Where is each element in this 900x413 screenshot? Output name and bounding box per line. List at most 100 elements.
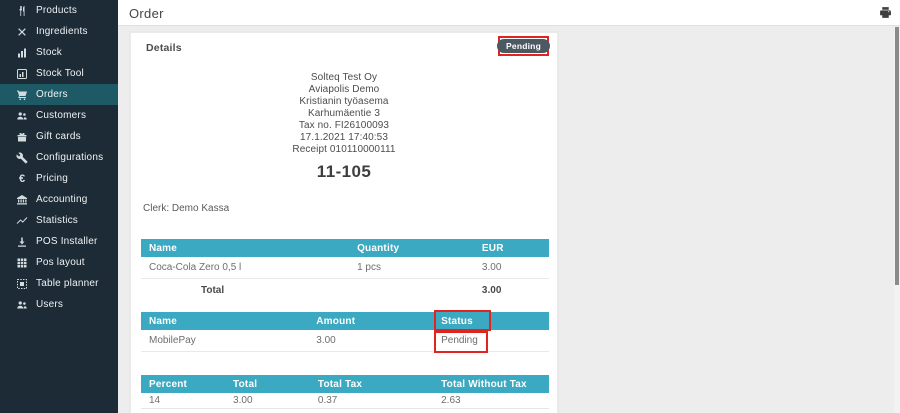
payment-status: Pending	[441, 335, 478, 346]
item-price: 3.00	[481, 262, 502, 273]
sidebar-item-pos-layout[interactable]: Pos layout	[0, 252, 118, 273]
store-name: Aviapolis Demo	[308, 84, 380, 95]
orders-cart-icon	[16, 89, 28, 101]
item-name: Coca-Cola Zero 0,5 l	[149, 262, 242, 273]
receipt-header: Solteq Test Oy Aviapolis Demo Kristianin…	[131, 72, 557, 156]
top-bar: Order	[118, 0, 900, 26]
sidebar-item-statistics[interactable]: Statistics	[0, 210, 118, 231]
column-header-total-tax: Total Tax	[317, 378, 363, 390]
items-total-row: Total 3.00	[141, 279, 549, 301]
print-button[interactable]	[877, 4, 893, 20]
sidebar-item-label: Accounting	[36, 194, 88, 205]
sidebar-item-configurations[interactable]: Configurations	[0, 147, 118, 168]
total-value: 3.00	[481, 284, 502, 296]
column-header-name: Name	[149, 242, 178, 254]
sidebar-item-pricing[interactable]: € Pricing	[0, 168, 118, 189]
sidebar-item-label: Ingredients	[36, 26, 88, 37]
sidebar-item-label: POS Installer	[36, 236, 98, 247]
download-icon	[16, 236, 28, 248]
line-chart-icon	[16, 215, 28, 227]
sidebar-item-label: Configurations	[36, 152, 104, 163]
grid-icon	[16, 257, 28, 269]
items-table: Name Quantity EUR Coca-Cola Zero 0,5 l 1…	[141, 239, 549, 301]
column-header-eur: EUR	[481, 242, 504, 254]
table-row: 14 3.00 0.37 2.63	[141, 393, 549, 409]
table-row: MobilePay 3.00 Pending	[141, 330, 549, 352]
sidebar-item-label: Statistics	[36, 215, 79, 226]
stock-tool-icon	[16, 68, 28, 80]
page-title: Order	[129, 6, 164, 21]
gift-card-icon	[16, 131, 28, 143]
sidebar-item-label: Pos layout	[36, 257, 85, 268]
tax-percent: 14	[149, 395, 161, 406]
column-header-total-without-tax: Total Without Tax	[441, 378, 527, 390]
wrench-icon	[16, 152, 28, 164]
sidebar-item-table-planner[interactable]: Table planner	[0, 273, 118, 294]
sidebar-item-label: Products	[36, 5, 78, 16]
sidebar-item-users[interactable]: Users	[0, 294, 118, 315]
scrollbar-thumb[interactable]	[895, 27, 899, 285]
merchant-name: Solteq Test Oy	[310, 72, 378, 83]
tax-total-without-tax: 2.63	[441, 395, 461, 406]
sidebar-item-label: Pricing	[36, 173, 68, 184]
euro-icon: €	[18, 172, 26, 185]
printer-icon	[879, 6, 891, 18]
bank-icon	[16, 194, 28, 206]
order-number: 11-105	[316, 162, 372, 181]
table-planner-icon	[16, 278, 28, 290]
products-icon	[16, 5, 28, 17]
vertical-scrollbar[interactable]	[894, 27, 900, 413]
column-header-status: Status	[441, 315, 473, 327]
ingredients-icon	[16, 26, 28, 38]
total-label: Total	[201, 284, 225, 296]
tax-table-header: Percent Total Total Tax Total Without Ta…	[141, 375, 549, 393]
sidebar-item-label: Customers	[36, 110, 87, 121]
sidebar: Products Ingredients Stock Stock Tool Or…	[0, 0, 118, 413]
sidebar-item-products[interactable]: Products	[0, 0, 118, 21]
sidebar-item-label: Stock Tool	[36, 68, 84, 79]
status-header-highlight-box	[434, 310, 491, 331]
sidebar-item-pos-installer[interactable]: POS Installer	[0, 231, 118, 252]
payment-method: MobilePay	[149, 335, 196, 346]
items-table-header: Name Quantity EUR	[141, 239, 549, 257]
workstation: Kristianin työasema	[299, 96, 389, 107]
order-tables: Name Quantity EUR Coca-Cola Zero 0,5 l 1…	[141, 239, 549, 409]
sidebar-item-gift-cards[interactable]: Gift cards	[0, 126, 118, 147]
tax-total: 3.00	[233, 395, 253, 406]
clerk-label: Clerk: Demo Kassa	[143, 203, 230, 214]
sidebar-item-customers[interactable]: Customers	[0, 105, 118, 126]
column-header-percent: Percent	[149, 378, 188, 390]
column-header-name: Name	[149, 315, 178, 327]
tax-table: Percent Total Total Tax Total Without Ta…	[141, 375, 549, 409]
sidebar-item-label: Users	[36, 299, 64, 310]
sidebar-item-label: Orders	[36, 89, 68, 100]
payments-table-header: Name Amount Status	[141, 312, 549, 330]
sidebar-item-accounting[interactable]: Accounting	[0, 189, 118, 210]
customers-icon	[16, 110, 28, 122]
receipt-datetime: 17.1.2021 17:40:53	[300, 132, 388, 143]
tax-number: Tax no. FI26100093	[298, 120, 390, 131]
column-header-amount: Amount	[316, 315, 356, 327]
order-details-card: Details Pending Solteq Test Oy Aviapolis…	[130, 32, 558, 413]
status-badge-highlight-box: Pending	[497, 36, 550, 56]
street-address: Karhumäentie 3	[307, 108, 380, 119]
sidebar-item-stock[interactable]: Stock	[0, 42, 118, 63]
sidebar-item-label: Stock	[36, 47, 63, 58]
table-row: Coca-Cola Zero 0,5 l 1 pcs 3.00	[141, 257, 549, 279]
sidebar-item-label: Table planner	[36, 278, 99, 289]
status-cell-highlight-box	[434, 331, 488, 353]
sidebar-item-orders[interactable]: Orders	[0, 84, 118, 105]
column-header-total: Total	[233, 378, 258, 390]
sidebar-item-stock-tool[interactable]: Stock Tool	[0, 63, 118, 84]
item-quantity: 1 pcs	[357, 262, 381, 273]
sidebar-item-label: Gift cards	[36, 131, 81, 142]
tax-total-tax: 0.37	[317, 395, 338, 406]
payment-amount: 3.00	[316, 335, 336, 346]
receipt-number: Receipt 010110000111	[292, 144, 396, 155]
users-icon	[16, 299, 28, 311]
status-badge[interactable]: Pending	[497, 39, 550, 53]
sidebar-item-ingredients[interactable]: Ingredients	[0, 21, 118, 42]
column-header-quantity: Quantity	[357, 242, 400, 254]
details-heading: Details	[146, 42, 182, 54]
